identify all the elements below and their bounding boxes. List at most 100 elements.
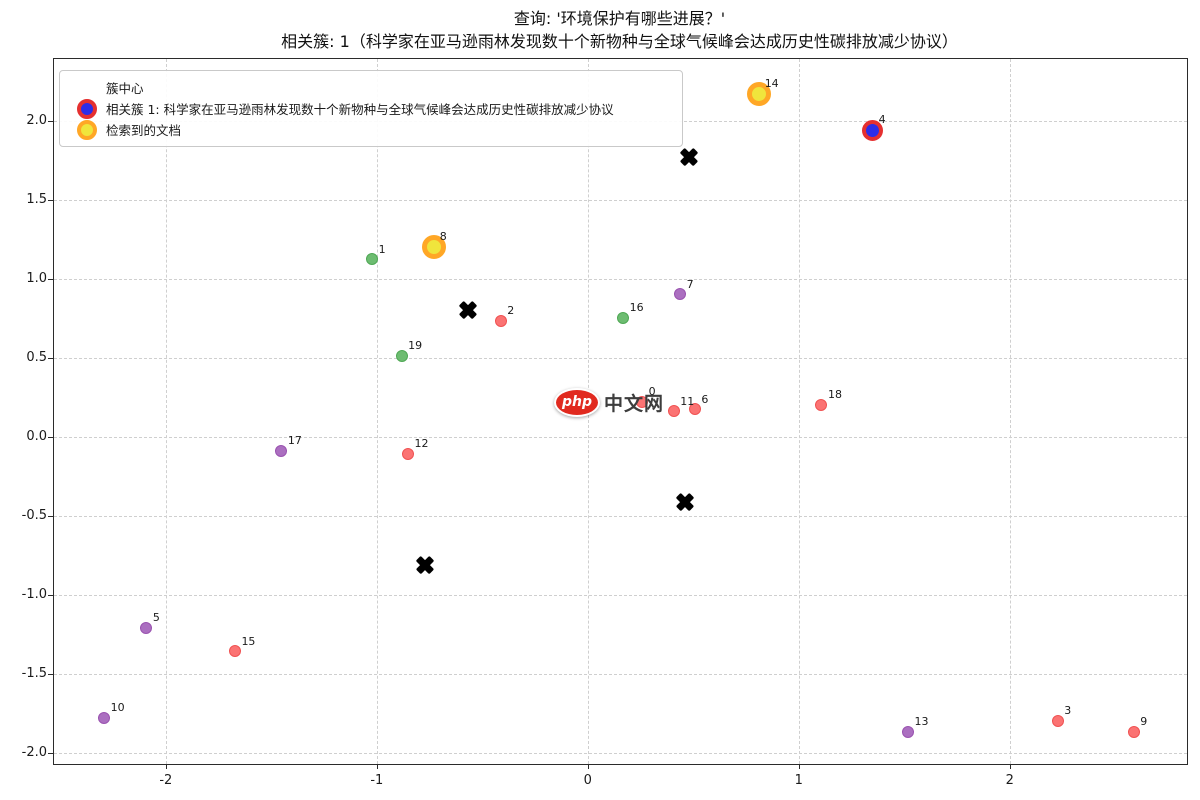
y-tick-label--2.0: -2.0: [21, 744, 47, 760]
data-point-12: [401, 447, 414, 460]
y-tick-label-0.5: 0.5: [26, 349, 47, 365]
x-tick-label-0: 0: [583, 773, 592, 788]
x-tick-label--2: -2: [159, 773, 173, 788]
gridline-y-0.5: [54, 357, 1187, 359]
data-point-8: [421, 235, 446, 260]
y-tick-1.5: [48, 199, 53, 201]
gridline-x-1: [798, 59, 800, 764]
gridline-y-1.5: [54, 199, 1187, 201]
data-point-1: [366, 253, 379, 266]
data-point-17: [275, 444, 288, 457]
retrieved-doc-dot-icon: [77, 119, 97, 140]
data-point-6: [688, 403, 701, 416]
data-point-18: [815, 398, 828, 411]
data-point-14: [746, 81, 771, 106]
y-tick-label--1.5: -1.5: [21, 665, 47, 681]
cluster-center-marker-2: [675, 492, 694, 511]
data-point-10: [98, 711, 111, 724]
x-tick-0: [587, 764, 589, 769]
y-tick-label-2.0: 2.0: [26, 112, 47, 128]
x-tick-label--1: -1: [370, 773, 384, 788]
data-point-3: [1051, 714, 1064, 727]
x-tick-2: [1009, 764, 1011, 769]
gridline-y-0.0: [54, 436, 1187, 438]
data-point-11: [667, 405, 680, 417]
gridline-y--1.5: [54, 673, 1187, 675]
gridline-y--0.5: [54, 515, 1187, 517]
point-label-9: 9: [1140, 715, 1148, 729]
x-tick-1: [798, 764, 800, 769]
chart-title: 查询: '环境保护有哪些进展？': [513, 9, 726, 28]
point-label-15: 15: [241, 634, 256, 648]
watermark: php 中文网: [554, 387, 665, 417]
point-label-5: 5: [152, 611, 160, 625]
data-point-9: [1127, 725, 1140, 738]
point-label-18: 18: [827, 388, 842, 402]
y-tick-label--1.0: -1.0: [21, 586, 47, 602]
y-tick-label-1.0: 1.0: [26, 270, 47, 286]
legend-label-related-cluster: 相关簇 1: 科学家在亚马逊雨林发现数十个新物种与全球气候峰会达成历史性碳排放减…: [106, 102, 614, 117]
point-label-16: 16: [629, 301, 644, 315]
x-tick--1: [376, 764, 378, 769]
y-tick-label--0.5: -0.5: [21, 507, 47, 523]
data-point-5: [140, 621, 153, 634]
point-label-12: 12: [414, 437, 429, 451]
gridline-y--2.0: [54, 752, 1187, 754]
y-tick--1.0: [48, 594, 53, 596]
gridline-x--2: [165, 59, 167, 764]
gridline-y-1.0: [54, 278, 1187, 280]
point-label-8: 8: [439, 230, 447, 244]
legend-label-cluster-center: 簇中心: [106, 81, 144, 96]
x-tick--2: [165, 764, 167, 769]
data-point-19: [395, 349, 408, 362]
x-tick-label-1: 1: [794, 773, 803, 788]
point-label-0: 0: [648, 385, 656, 399]
data-point-7: [674, 288, 687, 301]
gridline-x-2: [1009, 59, 1011, 764]
legend: 簇中心 相关簇 1: 科学家在亚马逊雨林发现数十个新物种与全球气候峰会达成历史性…: [59, 70, 683, 147]
y-tick-label-1.5: 1.5: [26, 191, 47, 207]
data-point-2: [494, 314, 507, 327]
point-label-19: 19: [408, 339, 423, 353]
y-tick-0.5: [48, 357, 53, 359]
y-tick--0.5: [48, 515, 53, 517]
point-label-14: 14: [764, 76, 779, 90]
y-tick--1.5: [48, 673, 53, 675]
y-tick-1.0: [48, 278, 53, 280]
data-point-16: [617, 311, 630, 324]
cluster-center-x-icon: [80, 80, 95, 95]
gridline-x--1: [376, 59, 378, 764]
data-point-4: [862, 119, 884, 141]
y-tick-0.0: [48, 436, 53, 438]
data-point-15: [228, 645, 241, 658]
cluster-center-marker-0: [458, 301, 477, 320]
y-tick-label-0.0: 0.0: [26, 428, 47, 444]
chart-title-block: 查询: '环境保护有哪些进展？' 相关簇: 1（科学家在亚马逊雨林发现数十个新物…: [53, 7, 1186, 53]
point-label-10: 10: [110, 701, 125, 715]
y-tick-2.0: [48, 120, 53, 122]
legend-item-related-cluster: 相关簇 1: 科学家在亚马逊雨林发现数十个新物种与全球气候峰会达成历史性碳排放减…: [68, 98, 674, 119]
watermark-php-badge: php: [554, 387, 600, 417]
point-label-13: 13: [914, 715, 929, 729]
point-label-2: 2: [507, 304, 515, 318]
related-cluster-dot-icon: [77, 98, 97, 119]
data-point-13: [901, 725, 914, 738]
plot-area: -2 -1 0 1 2 2.0 1.5 1.0 0.5 0.0 -0.5 -1.0 -1.5 -2.0 0 1…: [22, 58, 1188, 788]
point-label-11: 11: [680, 394, 695, 408]
legend-label-retrieved-docs: 检索到的文档: [106, 123, 182, 138]
legend-item-retrieved-docs: 检索到的文档: [68, 119, 674, 140]
point-label-4: 4: [878, 113, 886, 127]
cluster-center-marker-1: [679, 147, 699, 167]
watermark-site-name: 中文网: [604, 392, 665, 415]
point-label-6: 6: [701, 392, 709, 406]
point-label-17: 17: [287, 434, 302, 448]
point-label-3: 3: [1064, 704, 1072, 718]
y-tick--2.0: [48, 752, 53, 754]
point-label-7: 7: [686, 277, 694, 291]
gridline-y--1.0: [54, 594, 1187, 596]
legend-item-cluster-center: 簇中心: [68, 77, 674, 98]
data-point-0: [636, 395, 649, 408]
cluster-center-marker-3: [416, 555, 435, 574]
point-label-1: 1: [378, 242, 386, 256]
